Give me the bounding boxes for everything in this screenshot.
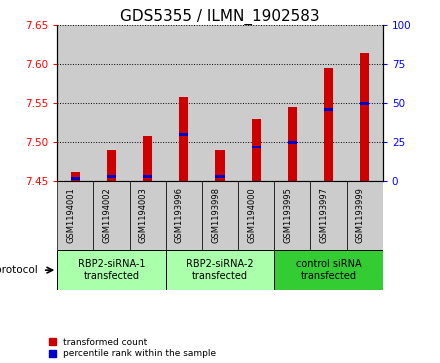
Bar bbox=[71, 172, 80, 181]
Bar bbox=[180, 97, 188, 181]
Text: GSM1194003: GSM1194003 bbox=[139, 187, 148, 242]
Bar bbox=[324, 68, 333, 181]
Bar bbox=[360, 102, 369, 105]
Bar bbox=[107, 175, 116, 178]
Bar bbox=[93, 25, 129, 181]
Bar bbox=[93, 181, 129, 250]
Bar bbox=[216, 150, 224, 181]
Bar bbox=[180, 133, 188, 136]
Text: GSM1194001: GSM1194001 bbox=[66, 187, 75, 242]
Bar bbox=[129, 181, 166, 250]
Bar bbox=[311, 25, 347, 181]
Bar bbox=[166, 250, 274, 290]
Text: GSM1193995: GSM1193995 bbox=[283, 187, 292, 242]
Bar bbox=[288, 107, 297, 181]
Text: GSM1193997: GSM1193997 bbox=[319, 187, 329, 243]
Text: GSM1194002: GSM1194002 bbox=[103, 187, 111, 242]
Bar bbox=[360, 53, 369, 181]
Text: control siRNA
transfected: control siRNA transfected bbox=[296, 259, 361, 281]
Bar bbox=[238, 25, 274, 181]
Bar bbox=[324, 108, 333, 111]
Bar bbox=[57, 181, 93, 250]
Bar bbox=[216, 175, 224, 178]
Bar bbox=[274, 250, 383, 290]
Bar bbox=[238, 181, 274, 250]
Text: RBP2-siRNA-1
transfected: RBP2-siRNA-1 transfected bbox=[78, 259, 145, 281]
Text: GSM1194000: GSM1194000 bbox=[247, 187, 256, 242]
Bar bbox=[129, 25, 166, 181]
Bar bbox=[143, 175, 152, 178]
Bar bbox=[166, 25, 202, 181]
Bar bbox=[252, 119, 260, 181]
Bar bbox=[57, 25, 93, 181]
Bar bbox=[143, 136, 152, 181]
Bar bbox=[274, 25, 311, 181]
Legend: transformed count, percentile rank within the sample: transformed count, percentile rank withi… bbox=[48, 338, 216, 359]
Bar bbox=[347, 25, 383, 181]
Text: GSM1193999: GSM1193999 bbox=[356, 187, 365, 242]
Bar bbox=[107, 150, 116, 181]
Bar bbox=[202, 25, 238, 181]
Text: GSM1193996: GSM1193996 bbox=[175, 187, 184, 243]
Bar bbox=[288, 141, 297, 144]
Bar bbox=[57, 250, 166, 290]
Title: GDS5355 / ILMN_1902583: GDS5355 / ILMN_1902583 bbox=[120, 9, 320, 25]
Text: protocol: protocol bbox=[0, 265, 37, 275]
Bar bbox=[311, 181, 347, 250]
Bar bbox=[274, 181, 311, 250]
Bar bbox=[166, 181, 202, 250]
Text: GSM1193998: GSM1193998 bbox=[211, 187, 220, 243]
Bar bbox=[347, 181, 383, 250]
Bar bbox=[71, 177, 80, 180]
Text: RBP2-siRNA-2
transfected: RBP2-siRNA-2 transfected bbox=[186, 259, 254, 281]
Bar bbox=[252, 146, 260, 148]
Bar bbox=[202, 181, 238, 250]
